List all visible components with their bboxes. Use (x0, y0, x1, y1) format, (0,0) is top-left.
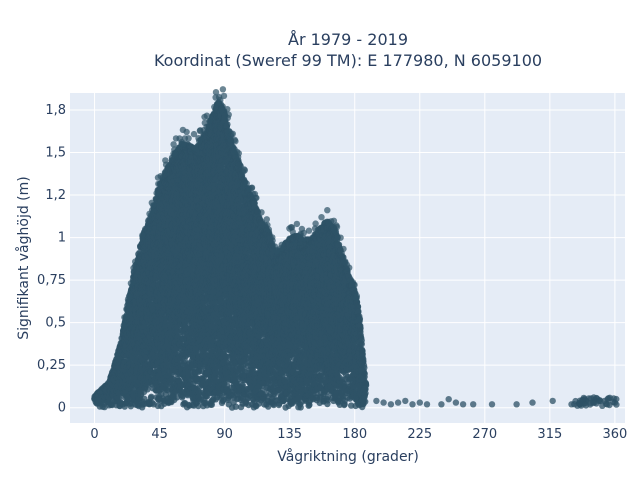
data-points (91, 86, 620, 411)
